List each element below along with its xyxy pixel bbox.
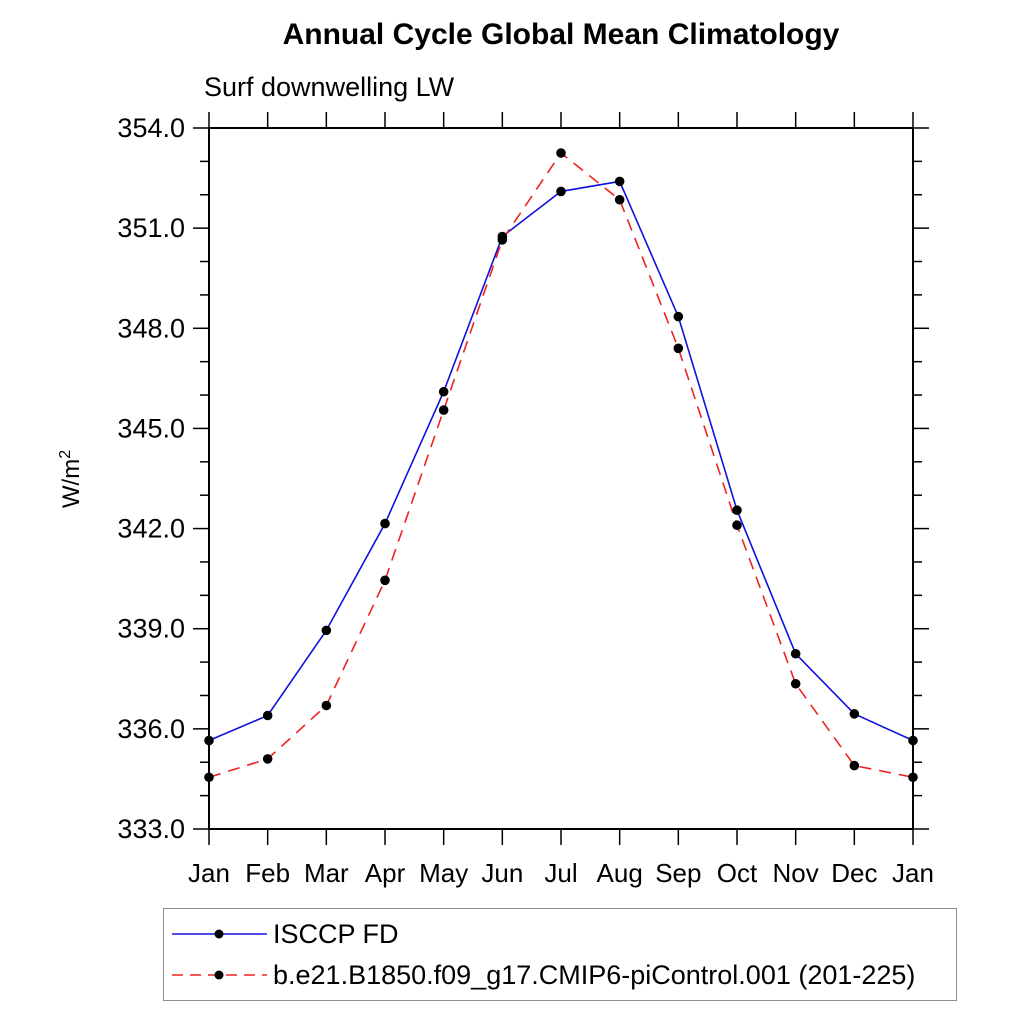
- y-tick-label: 333.0: [117, 814, 185, 844]
- data-point-marker: [497, 235, 508, 245]
- y-tick-label: 339.0: [117, 614, 185, 644]
- legend-label-isccp-fd: ISCCP FD: [273, 918, 399, 949]
- data-point-marker: [673, 343, 684, 354]
- data-point-marker: [614, 194, 625, 205]
- data-point-marker: [262, 754, 273, 764]
- legend-item-model: b.e21.B1850.f09_g17.CMIP6-piControl.001 …: [170, 960, 915, 990]
- data-point-marker: [438, 405, 449, 415]
- x-tick-label: May: [419, 858, 468, 888]
- x-tick-label: Nov: [773, 858, 819, 888]
- series-markers-1: [204, 148, 918, 783]
- series-line-1: [208, 151, 914, 779]
- data-point-marker: [849, 760, 860, 771]
- x-tick-label: Aug: [597, 858, 643, 888]
- data-point-marker: [790, 648, 801, 659]
- y-axis-labels: 333.0 336.0 339.0 342.0 345.0 348.0 351.0 354.0: [117, 113, 185, 844]
- legend-line-sample-solid: [172, 929, 267, 939]
- legend-item-isccp-fd: ISCCP FD: [170, 919, 399, 949]
- chart-title: Annual Cycle Global Mean Climatology: [282, 18, 840, 51]
- data-point-marker: [790, 678, 801, 689]
- x-tick-label: Feb: [245, 858, 290, 888]
- series-markers-0: [204, 176, 918, 746]
- y-axis-ticks: [193, 127, 929, 830]
- x-tick-label: Mar: [304, 858, 349, 888]
- data-point-marker: [849, 709, 860, 719]
- data-point-marker: [732, 505, 742, 516]
- x-tick-label: Apr: [365, 858, 406, 888]
- legend-marker: [214, 929, 224, 939]
- x-tick-label: Dec: [831, 858, 877, 888]
- x-tick-label: Jan: [188, 858, 230, 888]
- data-point-marker: [732, 520, 742, 531]
- x-tick-label: Jun: [481, 858, 523, 888]
- legend: ISCCP FD b.e21.B1850.f09_g17.CMIP6-piCon…: [163, 908, 957, 1001]
- x-tick-label: Oct: [717, 858, 758, 888]
- data-point-marker: [262, 710, 273, 721]
- data-point-marker: [614, 176, 625, 187]
- data-point-marker: [204, 772, 214, 783]
- data-point-marker: [321, 700, 332, 711]
- y-tick-label: 342.0: [117, 514, 185, 544]
- data-point-marker: [321, 625, 332, 636]
- x-tick-label: Jul: [544, 858, 577, 888]
- data-point-marker: [908, 735, 918, 746]
- data-point-marker: [556, 186, 566, 197]
- y-tick-label: 336.0: [117, 714, 185, 744]
- y-tick-label: 348.0: [117, 313, 185, 343]
- y-tick-label: 351.0: [117, 213, 185, 243]
- plot-frame: [208, 127, 914, 830]
- data-point-marker: [204, 735, 214, 746]
- data-point-marker: [908, 772, 918, 783]
- data-point-marker: [380, 575, 390, 586]
- x-tick-label: Jan: [892, 858, 934, 888]
- x-axis-ticks: [208, 112, 914, 845]
- y-tick-label: 345.0: [117, 413, 185, 443]
- data-point-marker: [438, 386, 449, 397]
- x-tick-label: Sep: [655, 858, 701, 888]
- data-point-marker: [673, 311, 684, 322]
- data-point-marker: [380, 518, 390, 529]
- x-axis-labels: Jan Feb Mar Apr May Jun Jul Aug Sep Oct Nov Dec Jan: [188, 858, 934, 888]
- chart-subtitle: Surf downwelling LW: [204, 72, 455, 102]
- legend-label-model: b.e21.B1850.f09_g17.CMIP6-piControl.001 …: [273, 959, 916, 990]
- y-tick-label: 354.0: [117, 113, 185, 143]
- data-point-marker: [556, 148, 566, 158]
- legend-line-sample-dashed: [172, 970, 267, 980]
- series-line-0: [208, 180, 914, 742]
- legend-marker: [214, 970, 224, 980]
